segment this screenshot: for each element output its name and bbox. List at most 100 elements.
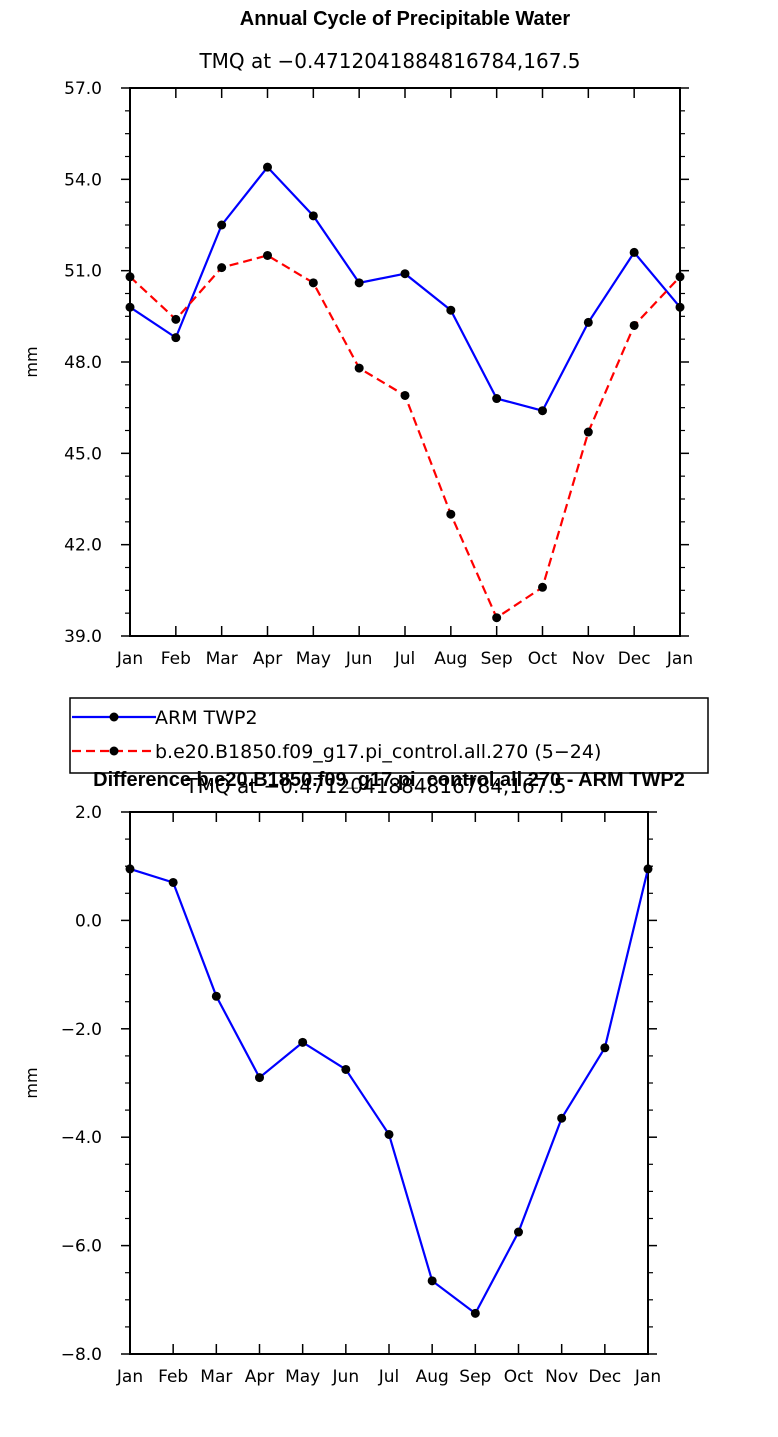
y-tick-label: 2.0 bbox=[75, 803, 102, 823]
x-tick-label: Mar bbox=[200, 1367, 232, 1387]
data-point bbox=[125, 302, 135, 312]
data-point bbox=[211, 991, 221, 1001]
x-tick-label: May bbox=[285, 1367, 320, 1387]
data-point bbox=[538, 582, 547, 592]
y-tick-label: 51.0 bbox=[64, 262, 102, 282]
legend-box bbox=[69, 697, 709, 774]
x-tick-label: Jul bbox=[378, 1367, 400, 1387]
x-tick-label: Jun bbox=[332, 1367, 360, 1387]
series-layer bbox=[125, 162, 685, 623]
y-tick-label: 48.0 bbox=[64, 353, 102, 373]
data-point bbox=[643, 864, 653, 874]
y-tick-label: 0.0 bbox=[75, 911, 102, 931]
y-tick-label: 42.0 bbox=[64, 536, 102, 556]
x-tick-label: Mar bbox=[206, 649, 238, 669]
y-tick-label: 45.0 bbox=[64, 444, 102, 464]
chart-subtitle: TMQ at −0.4712041884816784,167.5 bbox=[184, 774, 566, 798]
data-point bbox=[583, 317, 593, 327]
data-point bbox=[308, 211, 318, 221]
legend-label: b.e20.B1850.f09_g17.pi_control.all.270 (… bbox=[155, 741, 601, 763]
legend: ARM TWP2 b.e20.B1850.f09_g17.pi_control.a… bbox=[69, 697, 709, 774]
data-point bbox=[298, 1037, 308, 1047]
data-point bbox=[514, 1227, 523, 1237]
data-point bbox=[263, 250, 272, 260]
data-point bbox=[470, 1308, 480, 1318]
data-point bbox=[125, 272, 135, 282]
data-point bbox=[354, 363, 364, 373]
data-point bbox=[446, 509, 456, 519]
y-tick-label: −8.0 bbox=[61, 1345, 102, 1365]
x-tick-label: Dec bbox=[588, 1367, 621, 1387]
data-point bbox=[308, 278, 318, 288]
axis-ticks: Jan Feb Mar Apr May Jun Jul Aug Sep Oct Nov Dec Jan−… bbox=[61, 803, 661, 1387]
y-tick-label: −6.0 bbox=[61, 1237, 102, 1257]
y-tick-label: 39.0 bbox=[64, 627, 102, 647]
data-point bbox=[675, 272, 685, 282]
series-line bbox=[129, 165, 681, 413]
plot-frame bbox=[129, 87, 681, 637]
data-point bbox=[217, 263, 227, 273]
x-tick-label: Oct bbox=[528, 649, 558, 669]
data-point bbox=[629, 247, 639, 257]
x-tick-label: Feb bbox=[161, 649, 191, 669]
data-point bbox=[427, 1276, 437, 1286]
x-tick-label: Aug bbox=[434, 649, 467, 669]
x-tick-label: Nov bbox=[572, 649, 605, 669]
data-point bbox=[341, 1064, 351, 1074]
x-tick-label: Sep bbox=[481, 649, 513, 669]
x-tick-label: Jan bbox=[116, 649, 143, 669]
data-point bbox=[492, 613, 502, 623]
legend-items: ARM TWP2 b.e20.B1850.f09_g17.pi_control.a… bbox=[72, 707, 601, 763]
x-tick-label: Oct bbox=[504, 1367, 534, 1387]
x-tick-label: May bbox=[296, 649, 331, 669]
y-tick-label: −4.0 bbox=[61, 1128, 102, 1148]
chart-title: Annual Cycle of Precipitable Water bbox=[240, 8, 571, 30]
y-tick-label: −2.0 bbox=[61, 1020, 102, 1040]
chart-subtitle: TMQ at −0.4712041884816784,167.5 bbox=[198, 49, 580, 73]
x-tick-label: Jan bbox=[116, 1367, 143, 1387]
data-point bbox=[492, 394, 502, 404]
data-point bbox=[217, 220, 227, 230]
y-tick-label: 57.0 bbox=[64, 79, 102, 99]
data-point bbox=[125, 864, 135, 874]
data-point bbox=[400, 390, 410, 400]
x-tick-label: Jul bbox=[394, 649, 416, 669]
data-point bbox=[255, 1073, 264, 1083]
y-tick-label: 54.0 bbox=[64, 170, 102, 190]
legend-marker bbox=[109, 712, 119, 722]
data-point bbox=[400, 269, 410, 279]
data-point bbox=[629, 320, 639, 330]
legend-marker bbox=[109, 746, 119, 756]
x-tick-label: Apr bbox=[245, 1367, 274, 1387]
data-point bbox=[538, 406, 547, 416]
axis-ticks: Jan Feb Mar Apr May Jun Jul Aug Sep Oct Nov Dec Jan 3… bbox=[64, 79, 693, 669]
x-tick-label: Jan bbox=[634, 1367, 661, 1387]
series-line bbox=[129, 867, 650, 1316]
data-point bbox=[263, 162, 272, 172]
x-tick-label: Jan bbox=[666, 649, 693, 669]
x-tick-label: Feb bbox=[158, 1367, 188, 1387]
plot-frame bbox=[129, 811, 649, 1355]
x-tick-label: Sep bbox=[459, 1367, 491, 1387]
data-point bbox=[171, 314, 181, 324]
y-axis-label: mm bbox=[22, 346, 41, 377]
data-point bbox=[583, 427, 593, 437]
x-tick-label: Jun bbox=[345, 649, 373, 669]
difference-chart: Difference b.e20.B1850.f09_g17.pi_contro… bbox=[22, 769, 685, 1387]
x-tick-label: Aug bbox=[416, 1367, 449, 1387]
series-layer bbox=[125, 864, 653, 1318]
x-tick-label: Dec bbox=[618, 649, 651, 669]
x-tick-label: Apr bbox=[253, 649, 282, 669]
annual-cycle-chart: Annual Cycle of Precipitable Water TMQ a… bbox=[22, 8, 693, 669]
data-point bbox=[675, 302, 685, 312]
x-tick-label: Nov bbox=[545, 1367, 578, 1387]
data-point bbox=[171, 333, 181, 343]
y-axis-label: mm bbox=[22, 1067, 41, 1098]
data-point bbox=[446, 305, 456, 315]
chart-title: Difference b.e20.B1850.f09_g17.pi_contro… bbox=[93, 769, 685, 791]
data-point bbox=[557, 1113, 567, 1123]
data-point bbox=[168, 877, 178, 887]
data-point bbox=[354, 278, 364, 288]
data-point bbox=[600, 1043, 610, 1053]
